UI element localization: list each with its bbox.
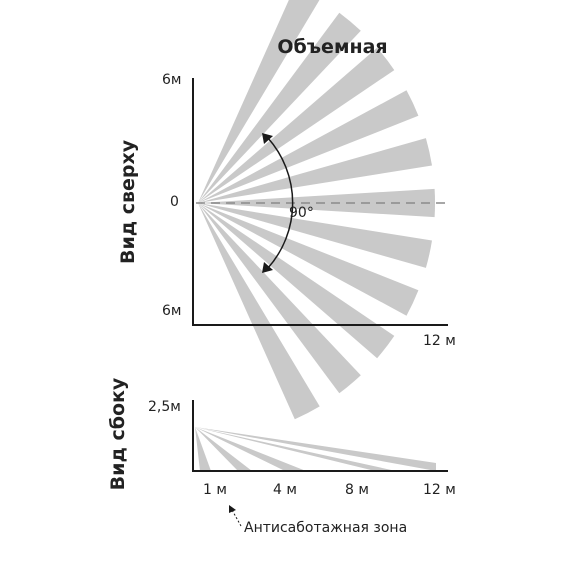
side-view-beams bbox=[195, 427, 436, 471]
arc-arrow-top-icon bbox=[262, 133, 273, 144]
top-view-y-bottom-label: 6м bbox=[162, 303, 182, 319]
top-view-label: Вид сверху bbox=[117, 139, 139, 264]
top-beam-10 bbox=[198, 203, 361, 394]
top-view-y-zero-label: 0 bbox=[170, 194, 179, 210]
top-beam-1 bbox=[198, 0, 320, 203]
coverage-angle-label: 90° bbox=[289, 205, 314, 221]
top-beam-7 bbox=[198, 203, 432, 268]
side-view-y-top-label: 2,5м bbox=[148, 399, 181, 415]
side-beam-5 bbox=[195, 427, 211, 471]
top-beam-4 bbox=[198, 90, 419, 203]
side-beam-3 bbox=[195, 427, 306, 471]
top-view-beams bbox=[198, 0, 436, 420]
side-beam-1 bbox=[195, 427, 436, 471]
top-view-y-top-label: 6м bbox=[162, 72, 182, 88]
anti-sabotage-pointer bbox=[231, 509, 242, 527]
diagram-title: Объемная bbox=[277, 36, 388, 58]
side-view-label: Вид сбоку bbox=[107, 377, 129, 491]
side-view-tick-4m: 4 м bbox=[273, 482, 297, 498]
side-view-tick-8m: 8 м bbox=[345, 482, 369, 498]
top-beam-2 bbox=[198, 12, 361, 204]
side-view-tick-1m: 1 м bbox=[203, 482, 227, 498]
anti-sabotage-zone-label: Антисаботажная зона bbox=[244, 520, 408, 536]
top-beam-5 bbox=[198, 138, 432, 203]
anti-sabotage-arrow-icon bbox=[229, 505, 236, 513]
top-beam-8 bbox=[198, 203, 419, 316]
side-beam-4 bbox=[195, 427, 252, 471]
top-beam-9 bbox=[198, 203, 395, 359]
coverage-angle-arc bbox=[267, 137, 294, 269]
side-beam-2 bbox=[195, 427, 396, 471]
top-view-x-end-label: 12 м bbox=[423, 333, 456, 349]
top-beam-3 bbox=[198, 47, 395, 203]
side-view-tick-12m: 12 м bbox=[423, 482, 456, 498]
top-beam-11 bbox=[198, 203, 320, 420]
arc-arrow-bottom-icon bbox=[262, 262, 273, 273]
